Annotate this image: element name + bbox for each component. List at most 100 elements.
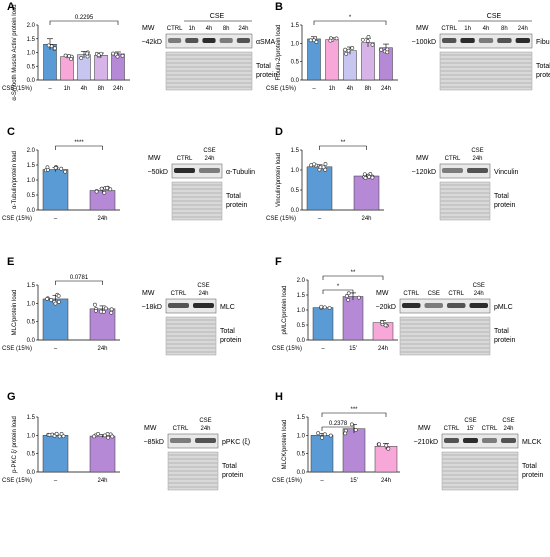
y-tick-label: 0.0: [297, 338, 306, 344]
x-tick-label: 8h: [365, 86, 372, 92]
lane-label: CTRL: [482, 426, 498, 432]
y-tick-label: 0.5: [27, 452, 36, 458]
mw-value: ~210kD: [414, 439, 438, 446]
western-blot: MW CTRL CSE 24h ~120kD Vinculin Total protein: [412, 148, 518, 221]
data-point: [385, 47, 390, 52]
significance-label: ****: [74, 140, 84, 146]
lane-label: CTRL: [167, 26, 183, 32]
x-tick-label: –: [312, 86, 316, 92]
mw-label: MW: [144, 425, 157, 432]
data-point: [323, 167, 328, 172]
data-point: [63, 53, 68, 58]
data-point: [350, 46, 355, 50]
y-tick-label: 1.0: [27, 51, 36, 57]
lane-label: CSE: [203, 148, 215, 154]
blot-band: [174, 168, 195, 173]
western-blot: MW CTRL CSE 24h ~18kD MLC Total protein: [142, 283, 242, 356]
y-tick-label: 0.5: [27, 193, 36, 199]
data-point: [323, 432, 327, 437]
cse-axis-label: CSE (15%): [2, 86, 32, 92]
x-tick-label: 24h: [378, 346, 388, 352]
cse-axis-label: CSE (15%): [2, 216, 32, 222]
bar: [310, 435, 334, 473]
mw-value: ~120kD: [412, 169, 436, 176]
lane-label: CTRL: [441, 26, 457, 32]
mw-value: ~85kD: [144, 439, 164, 446]
lane-label: 24h: [518, 26, 528, 32]
lane-label: 8h: [501, 26, 508, 32]
lane-label: 24h: [472, 156, 482, 162]
total-protein-stain: [165, 51, 253, 91]
cse-axis-label: CSE (15%): [266, 86, 296, 92]
blot-band: [478, 38, 494, 43]
bar: [361, 42, 375, 81]
y-tick-label: 1.5: [291, 23, 300, 29]
x-tick-label: –: [321, 346, 325, 352]
panel-F: F 0.0 0.5 1.0 1.5 2.0 pMLC/protein load – 15' 24h…: [272, 256, 516, 356]
cse-axis-label: CSE (15%): [266, 216, 296, 222]
x-tick-label: –: [318, 216, 322, 222]
panel-label: C: [7, 126, 15, 138]
data-point: [56, 293, 61, 298]
blot-band: [442, 168, 463, 173]
bar: [307, 38, 321, 81]
bar: [42, 169, 69, 211]
mw-label: MW: [148, 155, 161, 162]
lane-label: 4h: [206, 26, 213, 32]
significance-bracket: [321, 426, 355, 431]
y-axis-label: MLCK/protein load: [282, 420, 288, 470]
y-axis-label: Vinculin/protein load: [276, 153, 282, 207]
y-tick-label: 1.0: [291, 41, 300, 47]
lane-label: 4h: [483, 26, 490, 32]
data-point: [109, 307, 114, 312]
total-protein-label: protein: [220, 337, 242, 344]
bar: [325, 39, 339, 81]
data-point: [106, 435, 111, 440]
mw-value: ~20kD: [376, 304, 396, 311]
significance-bracket: [55, 145, 103, 150]
x-tick-label: 24h: [97, 346, 107, 352]
y-tick-label: 2.0: [297, 278, 306, 284]
blot-band: [185, 38, 199, 43]
x-tick-label: 24h: [381, 478, 391, 484]
data-point: [96, 431, 100, 436]
significance-label: 0.2378: [329, 421, 348, 427]
significance-bracket: [49, 20, 119, 25]
data-point: [108, 187, 113, 192]
western-blot: MW CTRL CSE CTRL CSE 24h ~20kD pMLC Total protein: [376, 283, 516, 356]
data-point: [314, 39, 319, 44]
data-point: [366, 34, 371, 39]
lane-label: 24h: [474, 291, 484, 297]
lane-label: 24h: [238, 26, 248, 32]
western-blot: MW CTRL CSE 24h ~50kD α-Tubulin Total protein: [148, 148, 255, 221]
x-tick-label: 4h: [347, 86, 354, 92]
total-protein-label: Total: [220, 328, 235, 335]
panel-E: E 0.0 0.5 1.0 1.5 MLC/protein load – 24h CSE (15…: [2, 256, 242, 356]
protein-name: pMLC: [494, 304, 513, 311]
data-point: [346, 291, 351, 296]
data-point: [363, 176, 368, 180]
protein-name: αSMA: [256, 39, 276, 46]
bar: [89, 435, 116, 473]
y-tick-label: 1.5: [297, 293, 306, 299]
significance-bracket: [313, 20, 387, 25]
data-point: [92, 434, 96, 439]
data-point: [308, 38, 313, 43]
lane-label: CTRL: [173, 426, 189, 432]
data-point: [343, 47, 348, 52]
data-point: [67, 54, 71, 58]
mw-value: ~100kD: [412, 39, 436, 46]
lane-label: CSE: [428, 291, 440, 297]
data-point: [362, 172, 367, 177]
protein-name: MLC: [220, 304, 235, 311]
panel-label: E: [7, 256, 14, 268]
data-point: [63, 169, 68, 174]
blot-band: [219, 38, 233, 43]
data-point: [343, 431, 348, 436]
total-protein-label: Total: [256, 63, 271, 70]
data-point: [79, 56, 84, 60]
blot-header: CSE: [487, 13, 502, 20]
blot-band: [444, 438, 459, 443]
panel-label: D: [275, 126, 283, 138]
